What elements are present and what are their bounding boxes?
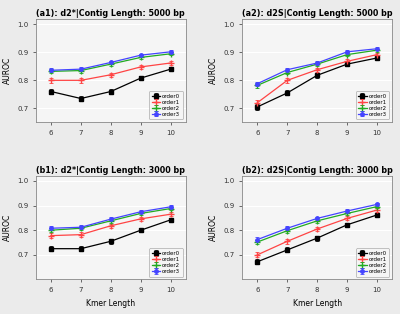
Title: (a1): d2*|Contig Length: 5000 bp: (a1): d2*|Contig Length: 5000 bp [36, 9, 185, 18]
Legend: order0, order1, order2, order3: order0, order1, order2, order3 [149, 248, 183, 277]
Title: (a2): d2S|Contig Length: 5000 bp: (a2): d2S|Contig Length: 5000 bp [242, 9, 392, 18]
Legend: order0, order1, order2, order3: order0, order1, order2, order3 [149, 91, 183, 120]
X-axis label: Kmer Length: Kmer Length [86, 299, 135, 308]
Y-axis label: AUROC: AUROC [209, 214, 218, 241]
X-axis label: Kmer Length: Kmer Length [293, 299, 342, 308]
Y-axis label: AUROC: AUROC [209, 57, 218, 84]
Legend: order0, order1, order2, order3: order0, order1, order2, order3 [356, 248, 389, 277]
Y-axis label: AUROC: AUROC [2, 57, 12, 84]
Title: (b2): d2S|Contig Length: 3000 bp: (b2): d2S|Contig Length: 3000 bp [242, 166, 393, 175]
Y-axis label: AUROC: AUROC [2, 214, 12, 241]
Title: (b1): d2*|Contig Length: 3000 bp: (b1): d2*|Contig Length: 3000 bp [36, 166, 185, 175]
Legend: order0, order1, order2, order3: order0, order1, order2, order3 [356, 91, 389, 120]
